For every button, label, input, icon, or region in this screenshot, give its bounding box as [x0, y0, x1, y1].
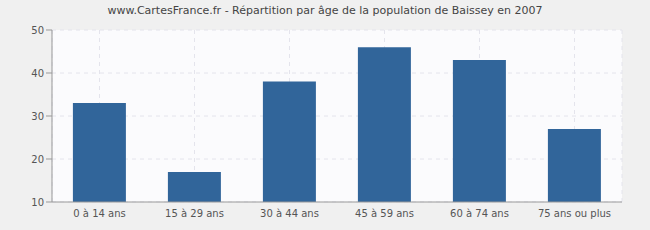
svg-text:20: 20 — [31, 154, 44, 165]
svg-text:75 ans ou plus: 75 ans ou plus — [538, 208, 611, 219]
svg-text:30: 30 — [31, 111, 44, 122]
svg-text:10: 10 — [31, 197, 44, 208]
svg-text:0 à 14 ans: 0 à 14 ans — [73, 208, 125, 219]
svg-text:40: 40 — [31, 68, 44, 79]
svg-text:50: 50 — [31, 25, 44, 36]
svg-text:30 à 44 ans: 30 à 44 ans — [260, 208, 319, 219]
svg-text:15 à 29 ans: 15 à 29 ans — [165, 208, 224, 219]
svg-text:45 à 59 ans: 45 à 59 ans — [355, 208, 414, 219]
svg-text:60 à 74 ans: 60 à 74 ans — [450, 208, 509, 219]
html-text:www.CartesFrance.fr - Répartit: www.CartesFrance.fr - Répartition par âg… — [107, 4, 543, 17]
